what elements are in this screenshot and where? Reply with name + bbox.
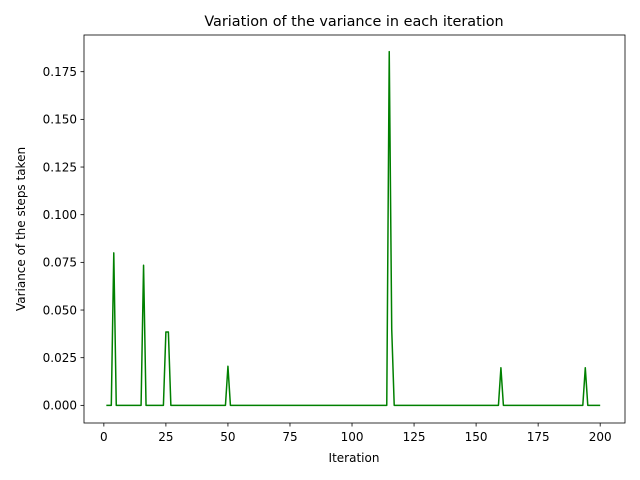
chart-title: Variation of the variance in each iterat… <box>204 14 503 30</box>
y-tick-label: 0.025 <box>43 351 77 365</box>
y-tick-label: 0.050 <box>43 303 77 317</box>
y-tick-label: 0.100 <box>43 208 77 222</box>
y-tick-label: 0.150 <box>43 113 77 127</box>
x-tick-label: 100 <box>341 430 364 444</box>
x-tick-label: 200 <box>589 430 612 444</box>
y-tick-label: 0.175 <box>43 65 77 79</box>
plot-frame <box>83 34 626 424</box>
y-tick-label: 0.125 <box>43 160 77 174</box>
x-tick-label: 150 <box>465 430 488 444</box>
x-tick-label: 25 <box>158 430 173 444</box>
x-tick-label: 50 <box>220 430 235 444</box>
x-tick-label: 0 <box>100 430 108 444</box>
x-axis-label: Iteration <box>329 451 380 465</box>
x-tick-label: 175 <box>527 430 550 444</box>
x-tick-label: 125 <box>403 430 426 444</box>
y-tick-label: 0.075 <box>43 256 77 270</box>
x-axis-ticks: 0 25 50 75 100 125 150 175 200 <box>100 423 612 444</box>
plot-series <box>106 50 601 407</box>
y-tick-label: 0.000 <box>43 399 77 413</box>
y-axis-ticks: 0.000 0.025 0.050 0.075 0.100 0.125 0.150 0.175 <box>43 65 84 413</box>
y-axis-label: Variance of the steps taken <box>14 147 28 311</box>
series-line <box>106 50 601 407</box>
x-tick-label: 75 <box>282 430 297 444</box>
